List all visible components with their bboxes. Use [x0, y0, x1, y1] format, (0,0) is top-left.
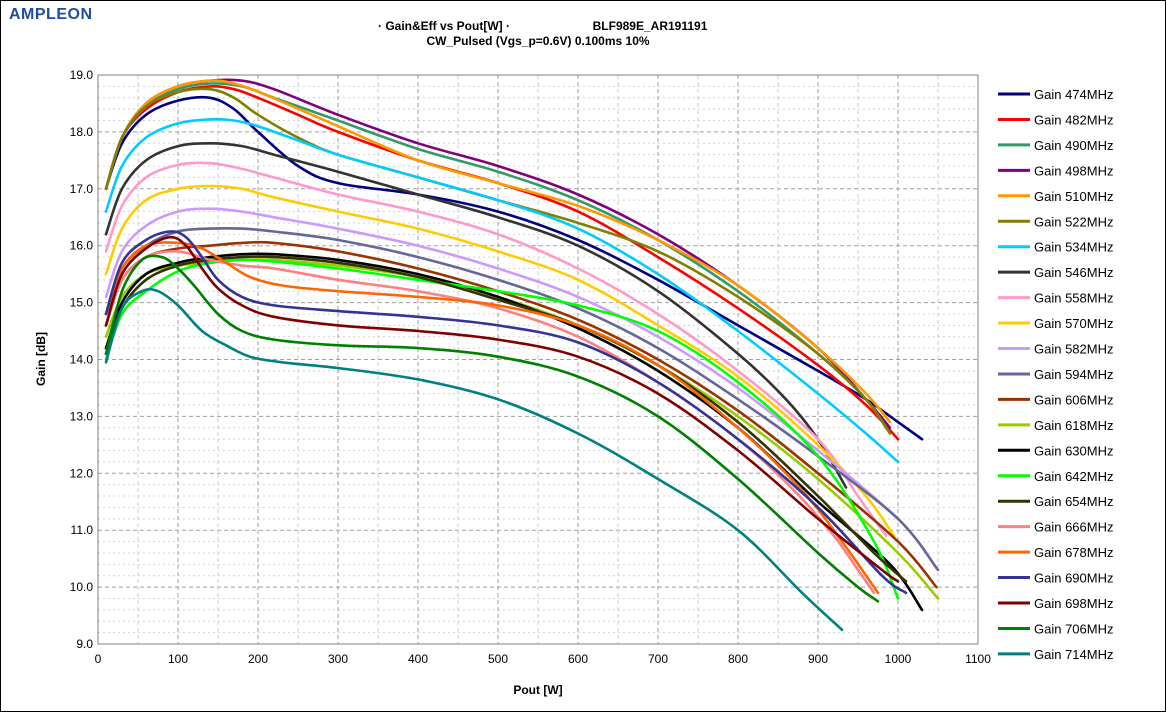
- series-line-gain-570mhz: [104, 184, 896, 538]
- legend-item-label: Gain 678MHz: [1034, 545, 1113, 560]
- y-tick-label: 12.0: [70, 466, 94, 480]
- series-line-gain-654mhz: [104, 255, 908, 583]
- legend-item-label: Gain 534MHz: [1034, 240, 1113, 255]
- x-ticks: 0 100 200 300 400 500 600 700 800 900 1000 1100: [95, 652, 992, 666]
- x-tick-label: 600: [568, 652, 588, 666]
- series-line-gain-698mhz: [104, 235, 900, 583]
- legend-item-label: Gain 618MHz: [1034, 418, 1113, 433]
- legend-item-label: Gain 642MHz: [1034, 469, 1113, 484]
- x-tick-label: 1100: [965, 652, 991, 666]
- series-line-gain-678mhz: [104, 241, 880, 595]
- legend-item-label: Gain 498MHz: [1034, 163, 1113, 178]
- y-tick-label: 18.0: [70, 125, 94, 139]
- x-axis-label: Pout [W]: [513, 683, 562, 697]
- series-line-gain-546mhz: [104, 142, 848, 489]
- y-tick-label: 11.0: [71, 523, 94, 537]
- plot-area-border: [97, 74, 979, 645]
- y-tick-label: 15.0: [70, 296, 94, 310]
- legend-item-label: Gain 490MHz: [1034, 138, 1113, 153]
- y-tick-label: 13.0: [70, 409, 94, 423]
- y-ticks: 9.0 10.0 11.0 12.0 13.0 14.0 15.0 16.0 17.0 18.0 1…: [70, 68, 94, 651]
- y-tick-label: 17.0: [70, 182, 94, 196]
- series-line-gain-510mhz: [104, 79, 892, 424]
- y-tick-label: 19.0: [70, 68, 94, 82]
- chart-title-right: BLF989E_AR191191: [593, 19, 708, 33]
- legend-item-label: Gain 546MHz: [1034, 265, 1113, 280]
- legend-item-label: Gain 666MHz: [1034, 520, 1113, 535]
- series-line-gain-606mhz: [104, 240, 938, 589]
- chart-title-left: · Gain&Eff vs Pout[W] ·: [378, 19, 510, 33]
- legend-item-label: Gain 522MHz: [1034, 214, 1113, 229]
- y-axis-label: Gain [dB]: [34, 332, 48, 386]
- x-tick-label: 400: [408, 652, 428, 666]
- legend-item-label: Gain 594MHz: [1034, 367, 1113, 382]
- chart-subtitle: CW_Pulsed (Vgs_p=0.6V) 0.100ms 10%: [426, 34, 649, 48]
- legend-item-label: Gain 474MHz: [1034, 87, 1113, 102]
- x-tick-label: 900: [808, 652, 828, 666]
- series-line-gain-706mhz: [104, 254, 880, 603]
- series-line-gain-582mhz: [104, 207, 900, 521]
- legend-item-label: Gain 630MHz: [1034, 443, 1113, 458]
- legend-item-label: Gain 582MHz: [1034, 342, 1113, 357]
- legend-item-label: Gain 690MHz: [1034, 571, 1113, 586]
- legend-item-label: Gain 654MHz: [1034, 494, 1113, 509]
- y-tick-label: 10.0: [70, 580, 94, 594]
- series-line-gain-690mhz: [104, 230, 908, 595]
- legend-item-label: Gain 482MHz: [1034, 112, 1113, 127]
- legend-item-label: Gain 558MHz: [1034, 291, 1113, 306]
- legend-item-label: Gain 698MHz: [1034, 596, 1113, 611]
- legend-item-label: Gain 714MHz: [1034, 647, 1113, 662]
- series-line-gain-490mhz: [104, 82, 888, 430]
- legend-item-label: Gain 606MHz: [1034, 392, 1113, 407]
- y-tick-label: 16.0: [70, 239, 94, 253]
- x-tick-label: 500: [488, 652, 508, 666]
- y-tick-label: 14.0: [70, 353, 94, 367]
- chart-grid: [97, 74, 979, 645]
- series-line-gain-642mhz: [104, 258, 900, 600]
- ampleon-logo: AMPLEON: [9, 6, 93, 23]
- legend-item-label: Gain 570MHz: [1034, 316, 1113, 331]
- x-tick-label: 800: [728, 652, 748, 666]
- series-line-gain-714mhz: [104, 287, 844, 632]
- x-tick-label: 0: [95, 652, 102, 666]
- x-tick-label: 200: [248, 652, 268, 666]
- y-tick-label: 9.0: [76, 637, 93, 651]
- legend-item-label: Gain 510MHz: [1034, 189, 1113, 204]
- series-line-gain-534mhz: [104, 117, 900, 464]
- chart-series: [104, 78, 940, 632]
- x-tick-label: 100: [168, 652, 188, 666]
- legend-item-label: Gain 706MHz: [1034, 621, 1113, 636]
- series-line-gain-666mhz: [104, 250, 876, 595]
- x-tick-label: 700: [648, 652, 668, 666]
- chart-legend: Gain 474MHz Gain 482MHz Gain 490MHz Gain 49…: [998, 87, 1113, 662]
- x-tick-label: 1000: [885, 652, 912, 666]
- x-tick-label: 300: [328, 652, 348, 666]
- series-line-gain-558mhz: [104, 161, 888, 538]
- series-line-gain-594mhz: [104, 227, 940, 572]
